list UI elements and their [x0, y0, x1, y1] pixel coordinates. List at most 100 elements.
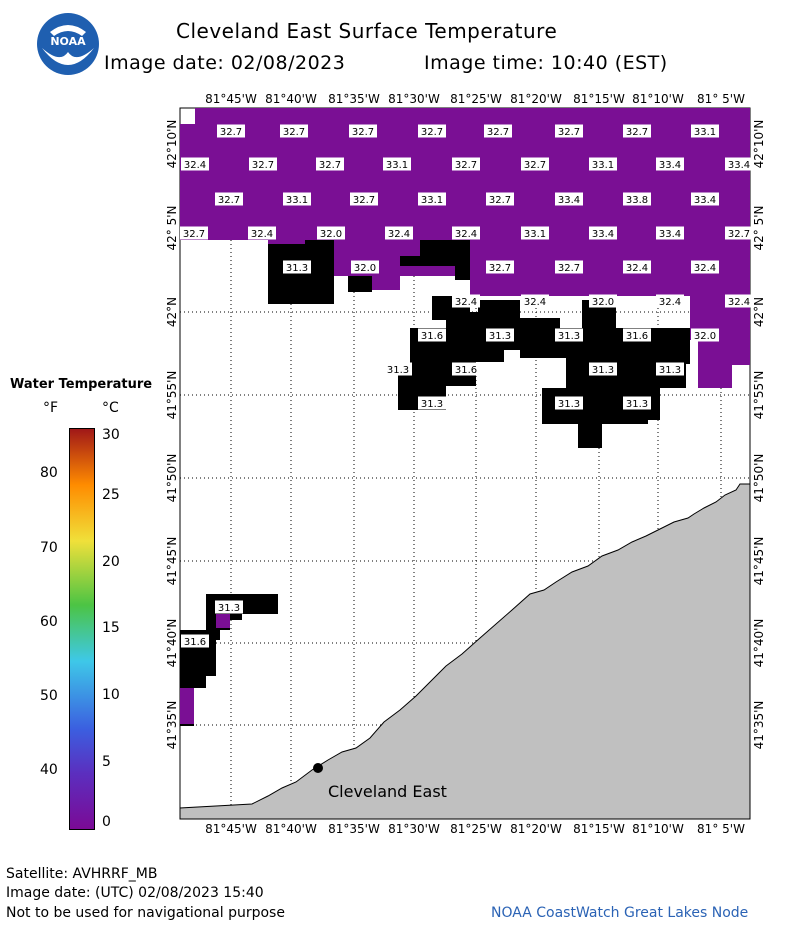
lat-label: 42° 5'N — [165, 206, 179, 251]
temperature-label: 31.3 — [387, 365, 409, 376]
temperature-label: 33.1 — [694, 127, 716, 138]
lat-label: 41°45'N — [752, 537, 766, 586]
lat-label: 41°55'N — [165, 371, 179, 420]
temperature-label-box — [589, 157, 617, 171]
temperature-label-box — [283, 192, 311, 206]
temperature-label-box — [623, 260, 651, 274]
lon-label: 81°30'W — [388, 822, 440, 836]
temperature-label-box — [180, 226, 208, 240]
temperature-label-box — [349, 124, 377, 138]
temperature-label-box — [452, 294, 480, 308]
legend-c-tick: 30 — [102, 427, 120, 443]
temperature-label-box — [725, 294, 753, 308]
temperature-label-box — [418, 328, 446, 342]
temperature-label-box — [384, 362, 412, 376]
temperature-label: 31.6 — [421, 331, 443, 342]
temperature-label: 33.4 — [558, 195, 580, 206]
source-credit[interactable]: NOAA CoastWatch Great Lakes Node — [491, 905, 749, 921]
temperature-label-box — [555, 260, 583, 274]
lon-label: 81°45'W — [205, 92, 257, 106]
legend-f-tick: 50 — [40, 688, 58, 704]
lat-label: 41°55'N — [752, 371, 766, 420]
lon-label: 81°40'W — [265, 92, 317, 106]
lon-label: 81°10'W — [632, 822, 684, 836]
temperature-label: 32.4 — [251, 229, 273, 240]
temperature-label: 32.7 — [558, 263, 580, 274]
image-time: Image time: 10:40 (EST) — [424, 52, 668, 74]
lon-label: 81°25'W — [450, 92, 502, 106]
lon-label: 81°40'W — [265, 822, 317, 836]
temperature-label-box — [555, 192, 583, 206]
station-marker-icon[interactable] — [313, 763, 323, 773]
temperature-label: 33.4 — [659, 160, 681, 171]
temperature-label: 32.7 — [283, 127, 305, 138]
lat-label: 42° 5'N — [752, 206, 766, 251]
temperature-label-box — [623, 328, 651, 342]
lon-label: 81°20'W — [510, 822, 562, 836]
temperature-label: 31.3 — [558, 399, 580, 410]
temperature-label: 32.4 — [626, 263, 648, 274]
temperature-label-box — [317, 226, 345, 240]
temperature-label: 32.7 — [252, 160, 274, 171]
lat-label: 42°10'N — [165, 120, 179, 169]
temperature-label: 31.3 — [592, 365, 614, 376]
temperature-label-box — [383, 157, 411, 171]
temperature-label: 32.4 — [728, 297, 750, 308]
lon-label: 81°35'W — [328, 92, 380, 106]
temperature-label-box — [656, 294, 684, 308]
temperature-label: 32.7 — [524, 160, 546, 171]
legend-unit-c: °C — [102, 400, 119, 416]
lon-label: 81°25'W — [450, 822, 502, 836]
temperature-label-box — [181, 157, 209, 171]
lat-label: 41°45'N — [165, 537, 179, 586]
lon-label: 81°30'W — [388, 92, 440, 106]
temperature-label-box — [521, 157, 549, 171]
temperature-label: 33.4 — [659, 229, 681, 240]
lon-labels-top: 81°45'W 81°40'W 81°35'W 81°30'W 81°25'W … — [205, 92, 745, 106]
temperature-label-box — [385, 226, 413, 240]
legend-c-tick: 0 — [102, 814, 111, 830]
temperature-label: 32.7 — [489, 195, 511, 206]
page-title: Cleveland East Surface Temperature — [176, 19, 558, 43]
temperature-label-box — [656, 226, 684, 240]
lon-label: 81°10'W — [632, 92, 684, 106]
temperature-label: 32.7 — [218, 195, 240, 206]
temperature-label: 32.4 — [659, 297, 681, 308]
temperature-label: 32.7 — [353, 195, 375, 206]
utc-date-info: Image date: (UTC) 02/08/2023 15:40 — [6, 885, 264, 901]
temperature-label: 33.1 — [386, 160, 408, 171]
temperature-label-box — [249, 157, 277, 171]
temperature-label-box — [280, 124, 308, 138]
temperature-label: 32.7 — [183, 229, 205, 240]
disclaimer: Not to be used for navigational purpose — [6, 905, 285, 921]
temperature-label-box — [521, 226, 549, 240]
legend-c-tick: 5 — [102, 754, 111, 770]
temperature-label-box — [452, 226, 480, 240]
land-area — [179, 483, 751, 820]
temperature-label: 31.3 — [489, 331, 511, 342]
temperature-label-box — [350, 192, 378, 206]
temperature-label: 31.3 — [286, 263, 308, 274]
temperature-label: 32.7 — [220, 127, 242, 138]
lat-label: 41°35'N — [752, 701, 766, 750]
temperature-label: 33.8 — [626, 195, 648, 206]
temperature-label: 31.3 — [659, 365, 681, 376]
lat-labels-left: 42°10'N 42° 5'N 42°N 41°55'N 41°50'N 41°… — [165, 120, 179, 750]
temperature-label-box — [691, 260, 719, 274]
temperature-label: 31.3 — [218, 603, 240, 614]
temperature-label: 33.1 — [286, 195, 308, 206]
temperature-label-box — [484, 124, 512, 138]
temperature-label: 33.1 — [421, 195, 443, 206]
legend-title: Water Temperature — [10, 377, 153, 392]
temperature-label: 33.1 — [524, 229, 546, 240]
temperature-label-box — [486, 328, 514, 342]
lat-label: 41°50'N — [752, 454, 766, 503]
temperature-label: 32.7 — [319, 160, 341, 171]
temperature-label-box — [555, 396, 583, 410]
legend-c-tick: 25 — [102, 487, 120, 503]
temperature-label: 32.0 — [694, 331, 716, 342]
temperature-label-box — [215, 600, 243, 614]
lon-label: 81°15'W — [573, 92, 625, 106]
temperature-label: 31.3 — [421, 399, 443, 410]
noaa-logo: NOAA — [36, 12, 100, 76]
